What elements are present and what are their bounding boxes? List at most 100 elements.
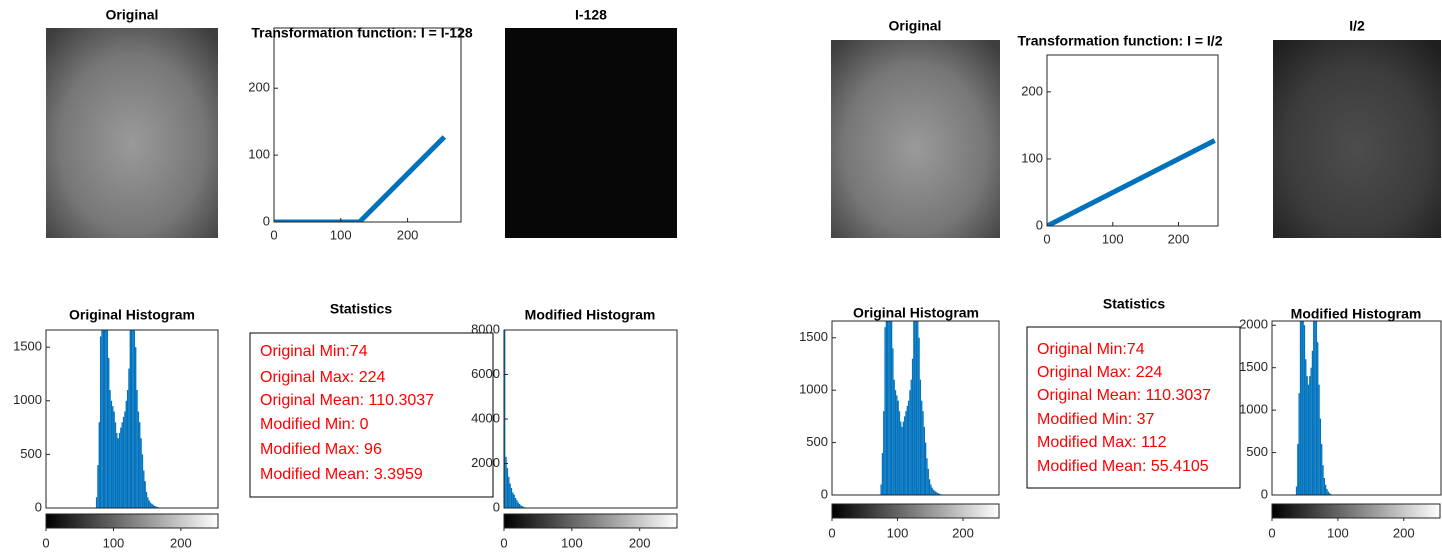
y-tick-label: 0 — [263, 213, 270, 228]
histogram-bar — [140, 438, 142, 508]
image-title: Original — [106, 7, 159, 23]
plot-area — [274, 135, 447, 222]
x-tick-label: 200 — [1168, 231, 1190, 246]
histogram-bar — [97, 465, 99, 508]
histogram-bar — [1321, 444, 1323, 495]
histogram-bar — [509, 483, 511, 508]
statistics-box — [249, 332, 494, 498]
y-tick-label: 1000 — [13, 392, 42, 407]
histogram-bar — [921, 400, 923, 495]
histogram-bar — [1306, 376, 1308, 495]
histogram-bar — [913, 321, 915, 495]
x-tick-label: 100 — [330, 227, 352, 242]
plot-area — [1295, 321, 1333, 495]
histogram-bar — [919, 379, 922, 495]
modified-image — [1273, 40, 1441, 238]
histogram-bar — [155, 506, 157, 508]
histogram-bar — [98, 422, 100, 508]
histogram-bar — [145, 491, 148, 508]
histogram-bar — [939, 493, 941, 495]
histogram-bar — [102, 330, 105, 508]
histogram-bar — [133, 330, 136, 508]
histogram-bar — [514, 497, 517, 508]
chart-title: Modified Histogram — [525, 307, 656, 323]
y-tick-label: 0 — [1036, 217, 1043, 232]
transformation-line — [1047, 138, 1216, 226]
histogram-bar — [135, 347, 137, 508]
histogram-bar — [1319, 418, 1322, 495]
histogram-bar — [128, 368, 130, 508]
histogram-bar — [1322, 465, 1324, 495]
histogram-bar — [927, 468, 929, 495]
histogram-bar — [1323, 478, 1326, 495]
histogram-bar — [137, 411, 140, 508]
histogram-bar — [1327, 491, 1329, 495]
x-tick-label: 200 — [397, 227, 419, 242]
histogram-bar — [1325, 484, 1327, 495]
histogram-bar — [113, 411, 115, 508]
y-tick-label: 200 — [1021, 83, 1043, 98]
x-tick-label: 100 — [103, 535, 125, 550]
y-tick-label: 200 — [248, 80, 270, 95]
histogram-bar — [130, 330, 133, 508]
histogram-bar — [901, 426, 903, 495]
histogram-bar — [125, 400, 127, 508]
y-tick-label: 500 — [806, 434, 828, 449]
histogram-bar — [148, 500, 150, 508]
histogram-bar — [904, 416, 906, 495]
histogram-bar — [938, 493, 940, 495]
statistics-line: Modified Mean: 55.4105 — [1037, 458, 1209, 475]
histogram-bar — [930, 484, 932, 495]
histogram-bar — [1318, 384, 1320, 495]
y-tick-label: 0 — [821, 486, 828, 501]
chart-title: Original Histogram — [853, 305, 979, 321]
histogram-bar — [110, 400, 113, 508]
y-tick-label: 1500 — [13, 339, 42, 354]
histogram-bar — [120, 427, 122, 508]
histogram-bar — [931, 487, 933, 495]
histogram-bar — [517, 502, 519, 508]
histogram-bar — [143, 470, 145, 508]
y-tick-label: 100 — [248, 147, 270, 162]
histogram-bar — [1328, 493, 1331, 495]
histogram-bar — [888, 321, 890, 495]
chart-title: Modified Histogram — [1291, 306, 1422, 322]
statistics-line: Modified Min: 37 — [1037, 411, 1154, 428]
colorbar — [831, 503, 1000, 519]
histogram-bar — [922, 411, 924, 495]
colorbar — [45, 513, 219, 529]
histogram-bar — [105, 330, 107, 508]
x-tick-label: 200 — [629, 535, 651, 550]
y-tick-label: 0 — [493, 499, 500, 514]
histogram-bar — [1309, 376, 1311, 495]
histogram-bar — [889, 321, 891, 495]
histogram-bar — [117, 438, 119, 508]
histogram-bar — [95, 497, 98, 508]
plot-area — [880, 321, 948, 495]
histogram-bar — [887, 321, 889, 495]
histogram-bar — [1326, 489, 1328, 495]
histogram-bar — [151, 503, 153, 508]
histogram-bar — [896, 395, 898, 495]
histogram-bar — [122, 416, 125, 508]
statistics-line: Original Max: 224 — [260, 369, 385, 386]
histogram-bar — [139, 422, 141, 508]
histogram-bar — [149, 502, 152, 508]
statistics-line: Original Min:74 — [260, 343, 368, 360]
statistics-line: Modified Mean: 3.3959 — [260, 466, 423, 483]
histogram-bar — [915, 321, 918, 495]
histogram-bar — [1302, 321, 1304, 495]
histogram-bar — [101, 330, 103, 508]
x-tick-label: 0 — [1043, 231, 1050, 246]
histogram-bar — [521, 506, 523, 508]
x-tick-label: 0 — [1268, 525, 1275, 540]
statistics-line: Original Mean: 110.3037 — [260, 392, 434, 409]
histogram-bar — [104, 330, 106, 508]
histogram-bar — [1317, 342, 1319, 495]
histogram-bar — [106, 330, 109, 508]
axes-box — [273, 27, 462, 223]
statistics-line: Modified Min: 0 — [260, 416, 369, 433]
statistics-line: Modified Max: 112 — [1037, 434, 1167, 451]
histogram-bar — [884, 327, 886, 495]
